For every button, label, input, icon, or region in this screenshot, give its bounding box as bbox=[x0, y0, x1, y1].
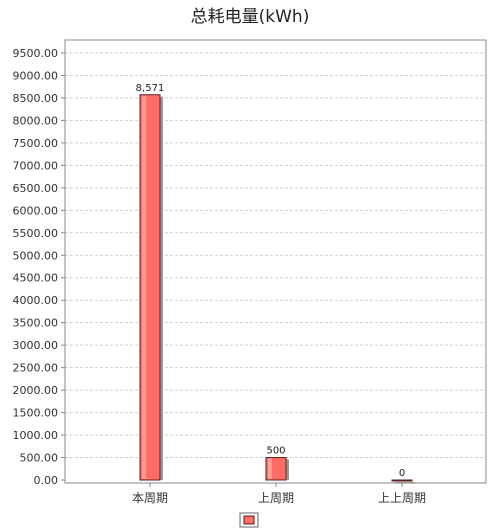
y-tick-label: 2000.00 bbox=[13, 384, 59, 397]
y-tick-label: 6000.00 bbox=[13, 204, 59, 217]
y-tick-label: 5500.00 bbox=[13, 227, 59, 240]
x-axis-categories: 本周期 上周期 上上周期 bbox=[132, 483, 426, 505]
y-tick-label: 7000.00 bbox=[13, 159, 59, 172]
x-tick-label: 本周期 bbox=[132, 491, 168, 505]
y-tick-label: 500.00 bbox=[20, 452, 59, 465]
x-tick-label: 上周期 bbox=[258, 491, 294, 505]
y-tick-label: 1000.00 bbox=[13, 429, 59, 442]
data-label: 0 bbox=[399, 468, 405, 479]
legend bbox=[239, 512, 259, 528]
y-tick-label: 9000.00 bbox=[13, 69, 59, 82]
plot-frame bbox=[64, 39, 487, 484]
y-tick-label: 4500.00 bbox=[13, 272, 59, 285]
y-tick-label: 4000.00 bbox=[13, 294, 59, 307]
y-tick-label: 7500.00 bbox=[13, 137, 59, 150]
bar-highlight bbox=[268, 458, 272, 479]
bars bbox=[139, 94, 415, 483]
y-tick-label: 1500.00 bbox=[13, 407, 59, 420]
y-tick-label: 6500.00 bbox=[13, 182, 59, 195]
y-tick-label: 2500.00 bbox=[13, 362, 59, 375]
data-labels: 8,571 500 0 bbox=[136, 83, 406, 479]
y-tick-label: 8000.00 bbox=[13, 114, 59, 127]
y-tick-label: 3500.00 bbox=[13, 317, 59, 330]
data-label: 500 bbox=[266, 446, 285, 457]
data-label: 8,571 bbox=[136, 83, 165, 94]
y-tick-label: 0.00 bbox=[34, 474, 59, 487]
y-tick-label: 9500.00 bbox=[13, 47, 59, 60]
y-tick-label: 5000.00 bbox=[13, 249, 59, 262]
grid bbox=[65, 52, 486, 459]
bar bbox=[391, 479, 413, 482]
x-tick-label: 上上周期 bbox=[378, 491, 426, 505]
chart-title: 总耗电量(kWh) bbox=[191, 7, 310, 27]
legend-swatch bbox=[243, 515, 255, 525]
y-tick-label: 3000.00 bbox=[13, 339, 59, 352]
y-tick-label: 8500.00 bbox=[13, 92, 59, 105]
bar-highlight bbox=[142, 95, 146, 479]
y-axis-ticks: 0.00 500.00 1000.00 1500.00 2000.00 2500.00 30… bbox=[13, 47, 65, 487]
